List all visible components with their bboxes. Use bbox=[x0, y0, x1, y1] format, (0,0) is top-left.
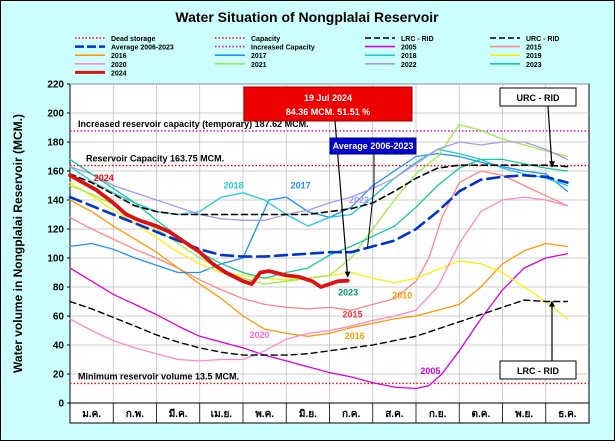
series-label: 2018 bbox=[224, 180, 244, 190]
lrc-label-text: LRC - RID bbox=[517, 366, 559, 376]
y-tick-label: 40 bbox=[53, 341, 65, 352]
callout-box bbox=[243, 86, 413, 122]
legend-label: 2017 bbox=[251, 53, 267, 60]
series-line-average-2006-2023 bbox=[68, 174, 569, 258]
y-tick-label: 100 bbox=[47, 254, 64, 265]
legend-label: 2023 bbox=[526, 62, 542, 69]
x-tick-label: เม.ย. bbox=[211, 409, 233, 420]
urc-label-box bbox=[499, 87, 577, 107]
legend-label: Capacity bbox=[251, 36, 280, 43]
series-line-2017 bbox=[69, 152, 569, 274]
reference-lines: Minimum reservoir volume 13.5 MCM. Reserv… bbox=[70, 119, 589, 385]
legend-label: Average 2006-2023 bbox=[111, 45, 174, 52]
y-tick-label: 140 bbox=[47, 196, 64, 207]
x-tick-label: มี.ค. bbox=[169, 408, 188, 420]
y-axis: 0 20 40 60 80 100 120 140 160 180 200 220 Water volu… bbox=[11, 80, 70, 410]
y-tick-label: 220 bbox=[47, 80, 64, 91]
callout-date: 19 Jul 2024 bbox=[304, 93, 352, 103]
legend-label: LRC - RID bbox=[401, 36, 434, 43]
average-label: Average 2006-2023 bbox=[329, 137, 417, 249]
series-label: 2016 bbox=[345, 331, 365, 341]
lrc-arrowhead bbox=[549, 300, 555, 307]
legend-label: URC - RID bbox=[526, 36, 559, 43]
urc-label: URC - RID bbox=[499, 87, 577, 168]
series-line-2022 bbox=[69, 141, 569, 221]
series-line-2020 bbox=[69, 196, 569, 362]
urc-label-text: URC - RID bbox=[517, 93, 560, 103]
series-line-2016 bbox=[69, 199, 569, 337]
ref-label-increased: Increased reservoir capacity (temporary)… bbox=[78, 119, 309, 129]
lrc-label: LRC - RID bbox=[499, 300, 577, 380]
series-label: 2017 bbox=[291, 180, 311, 190]
series-label: 2005 bbox=[420, 366, 440, 376]
series-line-2024 bbox=[68, 173, 350, 289]
legend-label: 2024 bbox=[111, 70, 127, 77]
callout-arrowhead bbox=[344, 271, 351, 278]
y-tick-label: 60 bbox=[53, 312, 65, 323]
series bbox=[68, 123, 569, 390]
legend-label: 2019 bbox=[526, 53, 542, 60]
ref-label-capacity: Reservoir Capacity 163.75 MCM. bbox=[86, 154, 224, 164]
ref-label-dead: Minimum reservoir volume 13.5 MCM. bbox=[78, 371, 239, 381]
average-label-text: Average 2006-2023 bbox=[333, 141, 414, 151]
x-tick-label: พ.ค. bbox=[255, 409, 274, 420]
y-tick-label: 20 bbox=[53, 370, 65, 381]
urc-pointer bbox=[547, 105, 553, 168]
x-tick-label: พ.ย. bbox=[515, 409, 533, 420]
x-tick-label: ก.ค. bbox=[342, 409, 361, 420]
x-tick-label: ต.ค. bbox=[472, 409, 491, 420]
series-label: 2020 bbox=[249, 330, 269, 340]
y-tick-label: 80 bbox=[53, 283, 65, 294]
legend-label: Increased Capacity bbox=[251, 45, 315, 52]
x-tick-label: ส.ค. bbox=[385, 409, 404, 420]
callout-value: 84.36 MCM. 51.51 % bbox=[286, 107, 371, 117]
y-tick-label: 120 bbox=[47, 225, 64, 236]
chart-title: Water Situation of Nongplalai Reservoir bbox=[175, 9, 439, 25]
y-tick-label: 160 bbox=[47, 167, 64, 178]
legend-label: Dead storage bbox=[111, 36, 155, 43]
series-label: 2015 bbox=[342, 309, 362, 319]
series-label: 2022 bbox=[349, 195, 369, 205]
y-tick-label: 0 bbox=[58, 399, 64, 410]
legend-label: 2020 bbox=[111, 62, 127, 69]
legend-label: 2005 bbox=[401, 45, 417, 52]
y-axis-title: Water volume in Nongplalai Reservoir (MC… bbox=[11, 114, 25, 373]
callout: 19 Jul 2024 84.36 MCM. 51.51 % bbox=[243, 86, 413, 278]
average-pointer-2 bbox=[366, 185, 375, 249]
x-tick-label: ก.พ. bbox=[126, 409, 144, 420]
series-label: 2023 bbox=[338, 288, 358, 298]
urc-arrowhead bbox=[549, 161, 555, 168]
legend-label: 2016 bbox=[111, 53, 127, 60]
series-line-2005 bbox=[69, 253, 569, 390]
x-axis: ม.ค. ก.พ. มี.ค. เม.ย. พ.ค. มิ.ย. ก.ค. ส.ค. ก.ย. ต… bbox=[69, 402, 590, 424]
average-label-box bbox=[329, 137, 417, 155]
y-tick-label: 200 bbox=[47, 109, 64, 120]
x-tick-label: ธ.ค. bbox=[558, 409, 577, 420]
x-tick-label: มิ.ย. bbox=[299, 408, 317, 420]
x-tick-label: ม.ค. bbox=[82, 409, 101, 420]
legend-label: 2015 bbox=[526, 45, 542, 52]
x-tick-label: ก.ย. bbox=[429, 409, 447, 420]
legend-label: 2022 bbox=[401, 62, 417, 69]
legend: Dead storage Capacity LRC - RID URC - RID Av… bbox=[75, 36, 559, 77]
legend-label: 2018 bbox=[401, 53, 417, 60]
series-line-urc-rid bbox=[69, 164, 569, 216]
series-line-2021 bbox=[69, 123, 569, 285]
series-line-2015 bbox=[69, 170, 569, 311]
series-label: 2010 bbox=[392, 291, 412, 301]
series-line-2023 bbox=[69, 158, 569, 279]
y-tick-label: 180 bbox=[47, 138, 64, 149]
legend-label: 2021 bbox=[251, 62, 267, 69]
series-label: 2024 bbox=[94, 173, 114, 183]
lrc-label-box bbox=[499, 360, 577, 380]
